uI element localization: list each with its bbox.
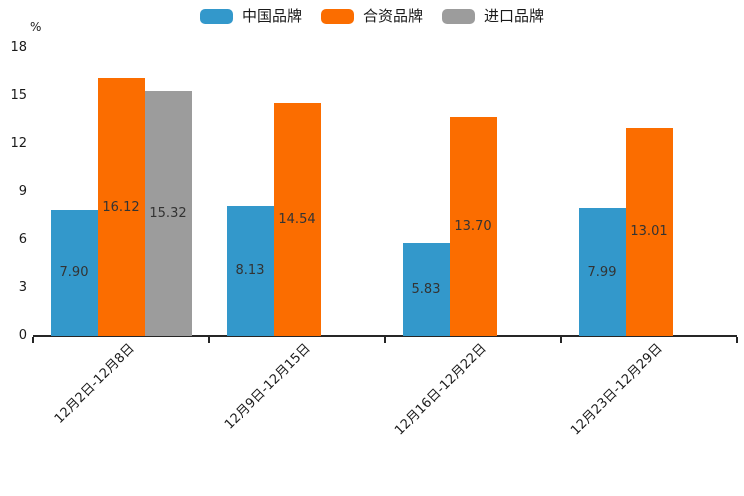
bar-value-label: 13.70: [454, 218, 492, 234]
bar-value-label: 7.90: [59, 265, 89, 281]
legend-label-china-brand: 中国品牌: [241, 7, 302, 25]
bar-value-label: 16.12: [102, 199, 140, 215]
bar: 13.70: [449, 116, 497, 336]
x-axis-tick: [32, 337, 34, 343]
x-axis-tick: [736, 337, 738, 343]
bar-value-label: 8.13: [235, 263, 265, 279]
x-category-label: 12月9日-12月15日: [221, 341, 314, 433]
x-axis-line: [33, 335, 737, 337]
x-axis-tick: [384, 337, 386, 343]
x-category-label: 12月16日-12月22日: [392, 341, 490, 439]
bar-value-label: 13.01: [630, 224, 668, 240]
y-tick-label: 15: [10, 88, 27, 103]
legend-label-imported-brand: 进口品牌: [484, 7, 545, 25]
legend-item-china-brand[interactable]: 中国品牌: [199, 7, 302, 25]
legend-swatch-joint-venture-brand-icon: [320, 9, 354, 24]
legend-swatch-china-brand-icon: [199, 9, 233, 24]
legend-label-joint-venture-brand: 合资品牌: [362, 7, 423, 25]
x-category-label: 12月2日-12月8日: [51, 341, 138, 427]
legend-swatch-imported-brand-icon: [442, 9, 475, 24]
y-tick-label: 3: [18, 280, 27, 295]
bar: 13.01: [625, 127, 673, 336]
y-tick-label: 9: [18, 184, 27, 199]
y-axis-unit-label: %: [30, 20, 42, 34]
legend-item-imported-brand[interactable]: 进口品牌: [442, 8, 544, 25]
y-tick-label: 18: [10, 40, 27, 55]
bar: 7.90: [50, 209, 98, 336]
bar: 16.12: [97, 78, 145, 336]
bar: 14.54: [273, 103, 321, 336]
x-axis-tick: [208, 337, 210, 343]
bar-value-label: 7.99: [587, 264, 617, 280]
y-tick-label: 12: [10, 136, 27, 151]
bar: 5.83: [402, 242, 450, 336]
bar-value-label: 5.83: [411, 281, 441, 297]
bar: 15.32: [144, 90, 192, 336]
legend: 中国品牌 合资品牌 进口品牌: [0, 8, 744, 25]
bar-value-label: 14.54: [278, 212, 316, 228]
legend-item-joint-venture-brand[interactable]: 合资品牌: [320, 7, 423, 25]
y-tick-label: 0: [18, 328, 27, 343]
bar: 7.99: [578, 208, 626, 336]
bar: 8.13: [226, 205, 274, 336]
bar-value-label: 15.32: [149, 205, 187, 221]
x-axis-tick: [560, 337, 562, 343]
y-tick-label: 6: [18, 232, 27, 247]
x-category-label: 12月23日-12月29日: [568, 341, 666, 439]
